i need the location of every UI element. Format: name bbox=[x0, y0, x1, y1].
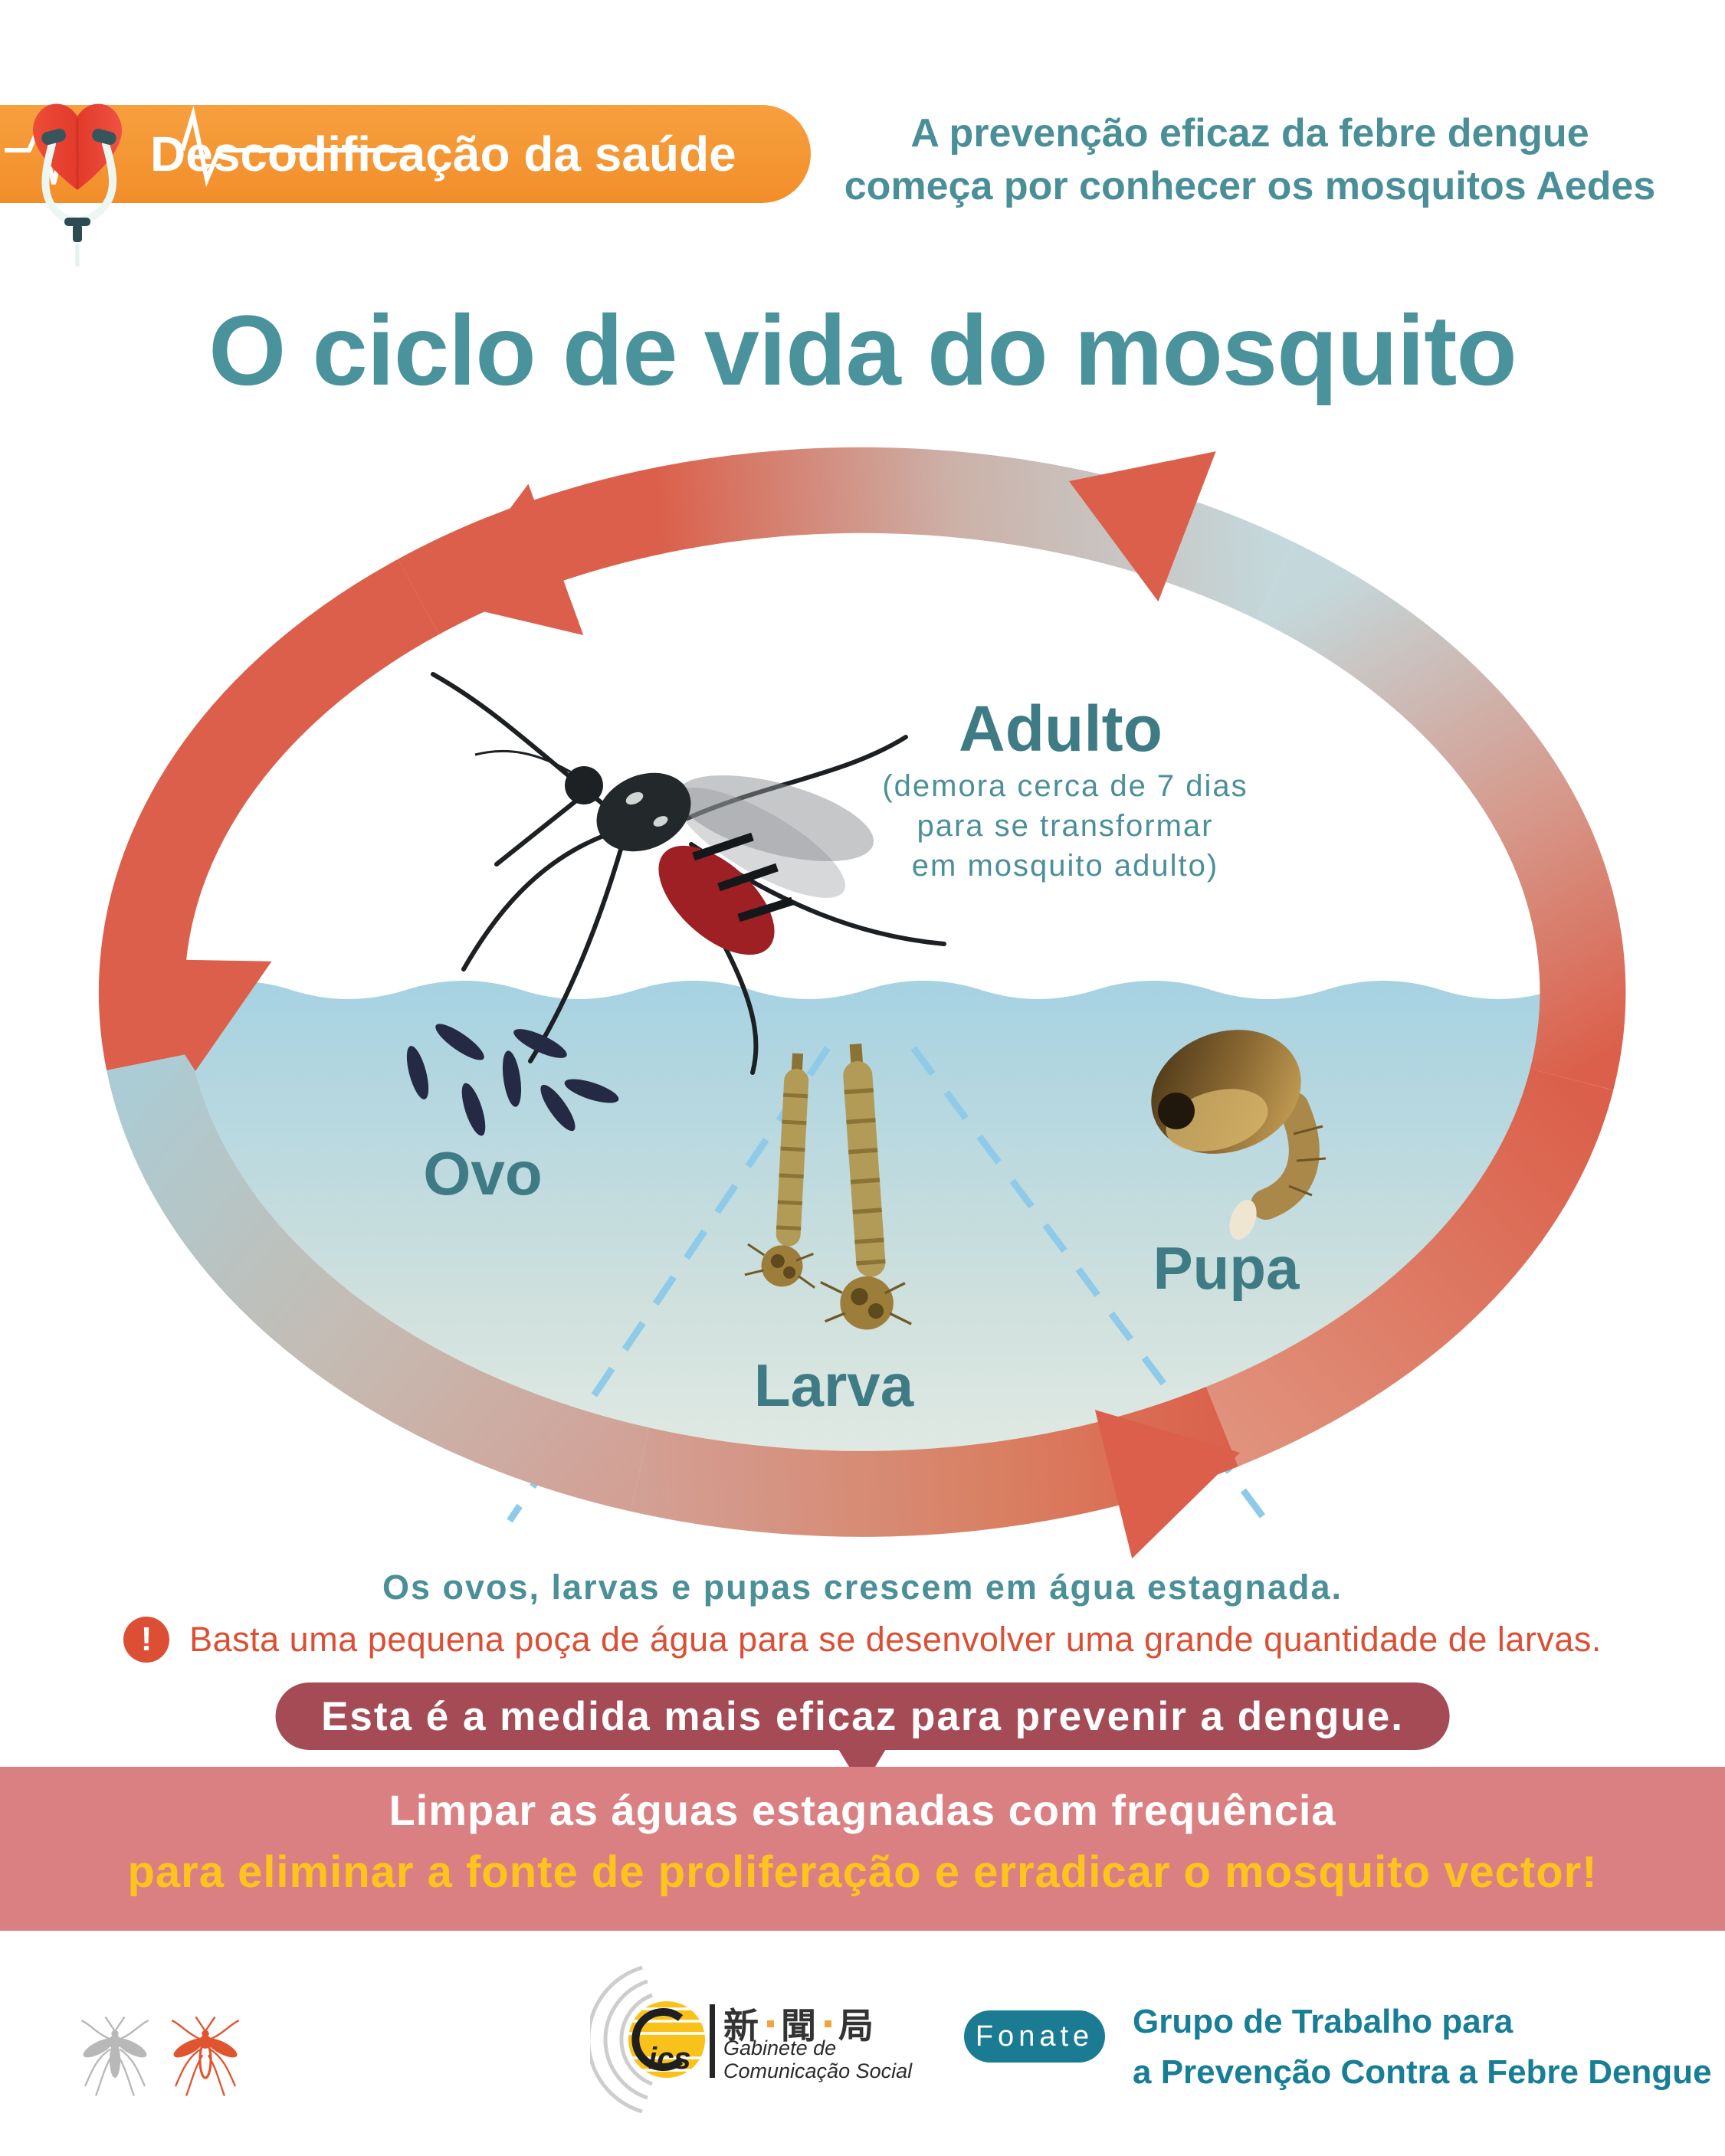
ring-right-segment bbox=[1256, 542, 1626, 1090]
stage-label-egg: Ovo bbox=[423, 1139, 543, 1207]
page-title: O ciclo de vida do mosquito bbox=[208, 294, 1517, 406]
adult-note-line2: para se transformar bbox=[917, 809, 1214, 843]
stage-label-pupa: Pupa bbox=[1153, 1234, 1300, 1302]
red-mosquito-icon bbox=[171, 2016, 240, 2096]
chest-piece-stem bbox=[73, 224, 82, 242]
adult-note-line3: em mosquito adulto) bbox=[911, 849, 1219, 883]
mosquito-larvae-image bbox=[744, 1044, 912, 1330]
heart-stethoscope-icon bbox=[5, 103, 420, 267]
mosquito-eggs-image bbox=[406, 1024, 619, 1136]
tagline-line1: A prevenção eficaz da febre dengue bbox=[910, 111, 1589, 156]
cn-char-1: 新 bbox=[723, 2006, 760, 2046]
banner-line2: para eliminar a fonte de proliferação e … bbox=[127, 1847, 1598, 1897]
exclamation-icon: ! bbox=[123, 1617, 170, 1663]
earpiece-left bbox=[41, 128, 66, 146]
adult-note-line1: (demora cerca de 7 dias bbox=[882, 769, 1248, 803]
logo-divider-bar bbox=[710, 2004, 715, 2078]
ics-chinese-name: 新聞局 bbox=[723, 1998, 875, 2049]
action-banner bbox=[0, 1767, 1725, 1931]
chest-piece bbox=[64, 218, 90, 226]
badge-label: Descodificação da saúde bbox=[150, 126, 736, 182]
header-tagline: A prevenção eficaz da febre dengue começ… bbox=[817, 107, 1683, 213]
yellow-dot-icon bbox=[825, 2020, 831, 2027]
credit-line1: Grupo de Trabalho para bbox=[1133, 2003, 1513, 2040]
cn-char-2: 聞 bbox=[781, 2006, 818, 2046]
arrowhead-left-down-icon bbox=[123, 958, 272, 1071]
yellow-dot-icon bbox=[767, 2020, 774, 2027]
ics-subtitle-line2: Comunicação Social bbox=[723, 2059, 913, 2082]
ics-c-mark bbox=[631, 2008, 684, 2071]
cycle-arrowheads bbox=[123, 451, 1240, 1559]
credit-line2: a Prevenção Contra a Febre Dengue bbox=[1133, 2053, 1712, 2091]
ring-lower-left-segment bbox=[107, 1053, 650, 1512]
ics-logo: ics bbox=[590, 1965, 715, 2114]
warning-row: ! Basta uma pequena poça de água para se… bbox=[0, 1617, 1725, 1663]
tagline-line2: começa por conhecer os mosquitos Aedes bbox=[844, 164, 1656, 208]
sound-wave-arcs bbox=[590, 1965, 653, 2114]
cn-char-3: 局 bbox=[838, 2006, 875, 2046]
mosquito-pupa-image bbox=[1151, 1030, 1327, 1240]
adult-mosquito-image bbox=[431, 672, 946, 1075]
warning-text: Basta uma pequena poça de água para se d… bbox=[189, 1620, 1602, 1659]
ekg-line-right bbox=[180, 106, 420, 187]
credit-text: Grupo de Trabalho para a Prevenção Contr… bbox=[1133, 1997, 1712, 2098]
ics-acronym: ics bbox=[648, 2042, 691, 2076]
stagnant-water-note: Os ovos, larvas e pupas crescem em água … bbox=[382, 1568, 1343, 1607]
stage-note-adult: (demora cerca de 7 dias para se transfor… bbox=[882, 766, 1248, 886]
prevention-measure-pill: Esta é a medida mais eficaz para preveni… bbox=[275, 1683, 1450, 1750]
earpiece-right bbox=[92, 128, 116, 146]
arrowhead-top-right-icon bbox=[1069, 451, 1216, 602]
stage-label-adult: Adulto bbox=[959, 693, 1163, 765]
source-badge: Fonate bbox=[964, 2010, 1105, 2063]
stage-label-larva: Larva bbox=[753, 1352, 914, 1419]
health-decoding-badge: Descodificação da saúde bbox=[0, 105, 811, 203]
gray-mosquito-icon bbox=[80, 2016, 149, 2096]
banner-line1: Limpar as águas estagnadas com frequênci… bbox=[389, 1786, 1336, 1834]
ics-subtitle: Gabinete de Comunicação Social bbox=[723, 2036, 912, 2082]
mosquito-icons bbox=[80, 2016, 240, 2096]
arrowhead-top-left-icon bbox=[441, 483, 584, 635]
ics-subtitle-line1: Gabinete de bbox=[723, 2036, 837, 2059]
ring-lower-right-segment bbox=[1206, 1068, 1614, 1466]
arrowhead-bottom-right-icon bbox=[1094, 1410, 1240, 1559]
section-divider-dashes bbox=[507, 1046, 1269, 1523]
